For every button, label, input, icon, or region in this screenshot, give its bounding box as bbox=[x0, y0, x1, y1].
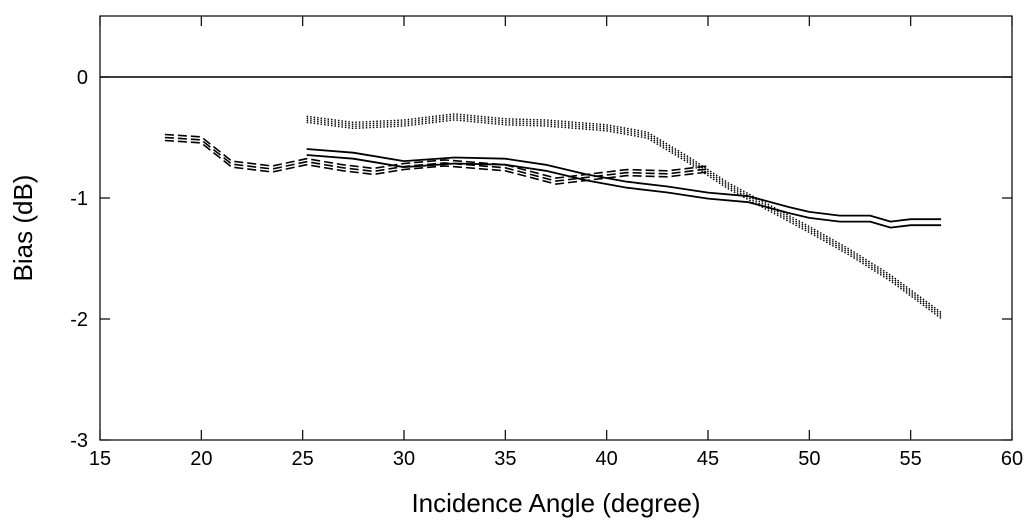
series-line-solid bbox=[307, 155, 941, 228]
series-solid bbox=[307, 149, 941, 228]
x-tick-label: 25 bbox=[292, 448, 314, 470]
y-axis-title: Bias (dB) bbox=[8, 175, 38, 282]
axis-ticks bbox=[100, 16, 1012, 440]
y-tick-label: -3 bbox=[70, 430, 88, 452]
series-layer bbox=[165, 114, 941, 319]
x-tick-label: 50 bbox=[798, 448, 820, 470]
series-line-dotted bbox=[307, 120, 941, 319]
x-tick-label: 45 bbox=[697, 448, 719, 470]
y-tick-label: 0 bbox=[77, 67, 88, 89]
x-tick-label: 60 bbox=[1001, 448, 1023, 470]
series-line-dashed bbox=[165, 141, 708, 185]
y-tick-label: -1 bbox=[70, 188, 88, 210]
x-tick-label: 15 bbox=[89, 448, 111, 470]
series-line-solid bbox=[307, 149, 941, 222]
x-tick-label: 35 bbox=[494, 448, 516, 470]
plot-frame bbox=[100, 16, 1012, 440]
series-line-dashed bbox=[165, 135, 708, 179]
x-tick-label: 30 bbox=[393, 448, 415, 470]
y-tick-label: -2 bbox=[70, 309, 88, 331]
series-line-dotted bbox=[307, 114, 941, 313]
x-tick-label: 55 bbox=[900, 448, 922, 470]
x-tick-label: 20 bbox=[190, 448, 212, 470]
x-tick-label: 40 bbox=[596, 448, 618, 470]
x-axis-title: Incidence Angle (degree) bbox=[411, 488, 700, 518]
series-line-dotted bbox=[307, 118, 941, 317]
